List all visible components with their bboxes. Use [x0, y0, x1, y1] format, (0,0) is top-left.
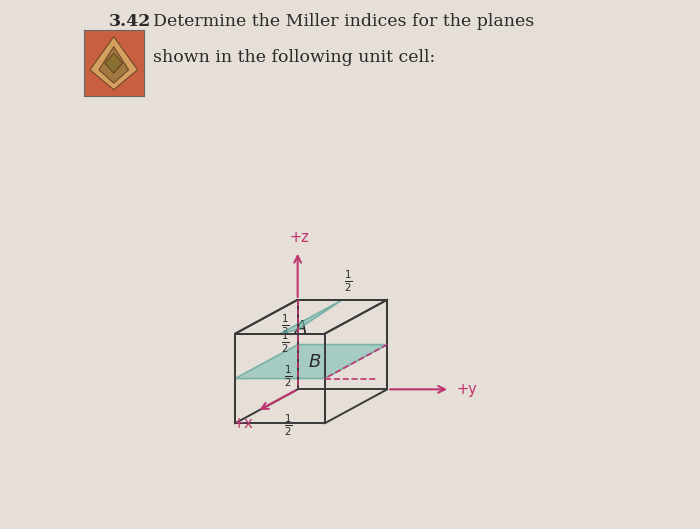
- Polygon shape: [280, 300, 342, 334]
- Text: +x: +x: [232, 416, 253, 431]
- Text: $\frac{1}{2}$: $\frac{1}{2}$: [284, 364, 293, 389]
- Polygon shape: [235, 344, 387, 379]
- Text: $\frac{1}{3}$: $\frac{1}{3}$: [281, 313, 290, 338]
- Text: +z: +z: [290, 230, 309, 245]
- Text: $\frac{1}{2}$: $\frac{1}{2}$: [344, 268, 353, 294]
- Text: 3.42: 3.42: [108, 13, 150, 30]
- Polygon shape: [99, 47, 129, 83]
- Text: +y: +y: [456, 382, 477, 397]
- Polygon shape: [105, 53, 122, 73]
- Text: B: B: [308, 353, 321, 371]
- Polygon shape: [90, 37, 137, 89]
- Text: shown in the following unit cell:: shown in the following unit cell:: [153, 49, 435, 66]
- Text: A: A: [295, 320, 307, 338]
- Text: Determine the Miller indices for the planes: Determine the Miller indices for the pla…: [153, 13, 534, 30]
- Text: $\frac{1}{2}$: $\frac{1}{2}$: [281, 330, 290, 355]
- Text: $\frac{1}{2}$: $\frac{1}{2}$: [284, 413, 293, 438]
